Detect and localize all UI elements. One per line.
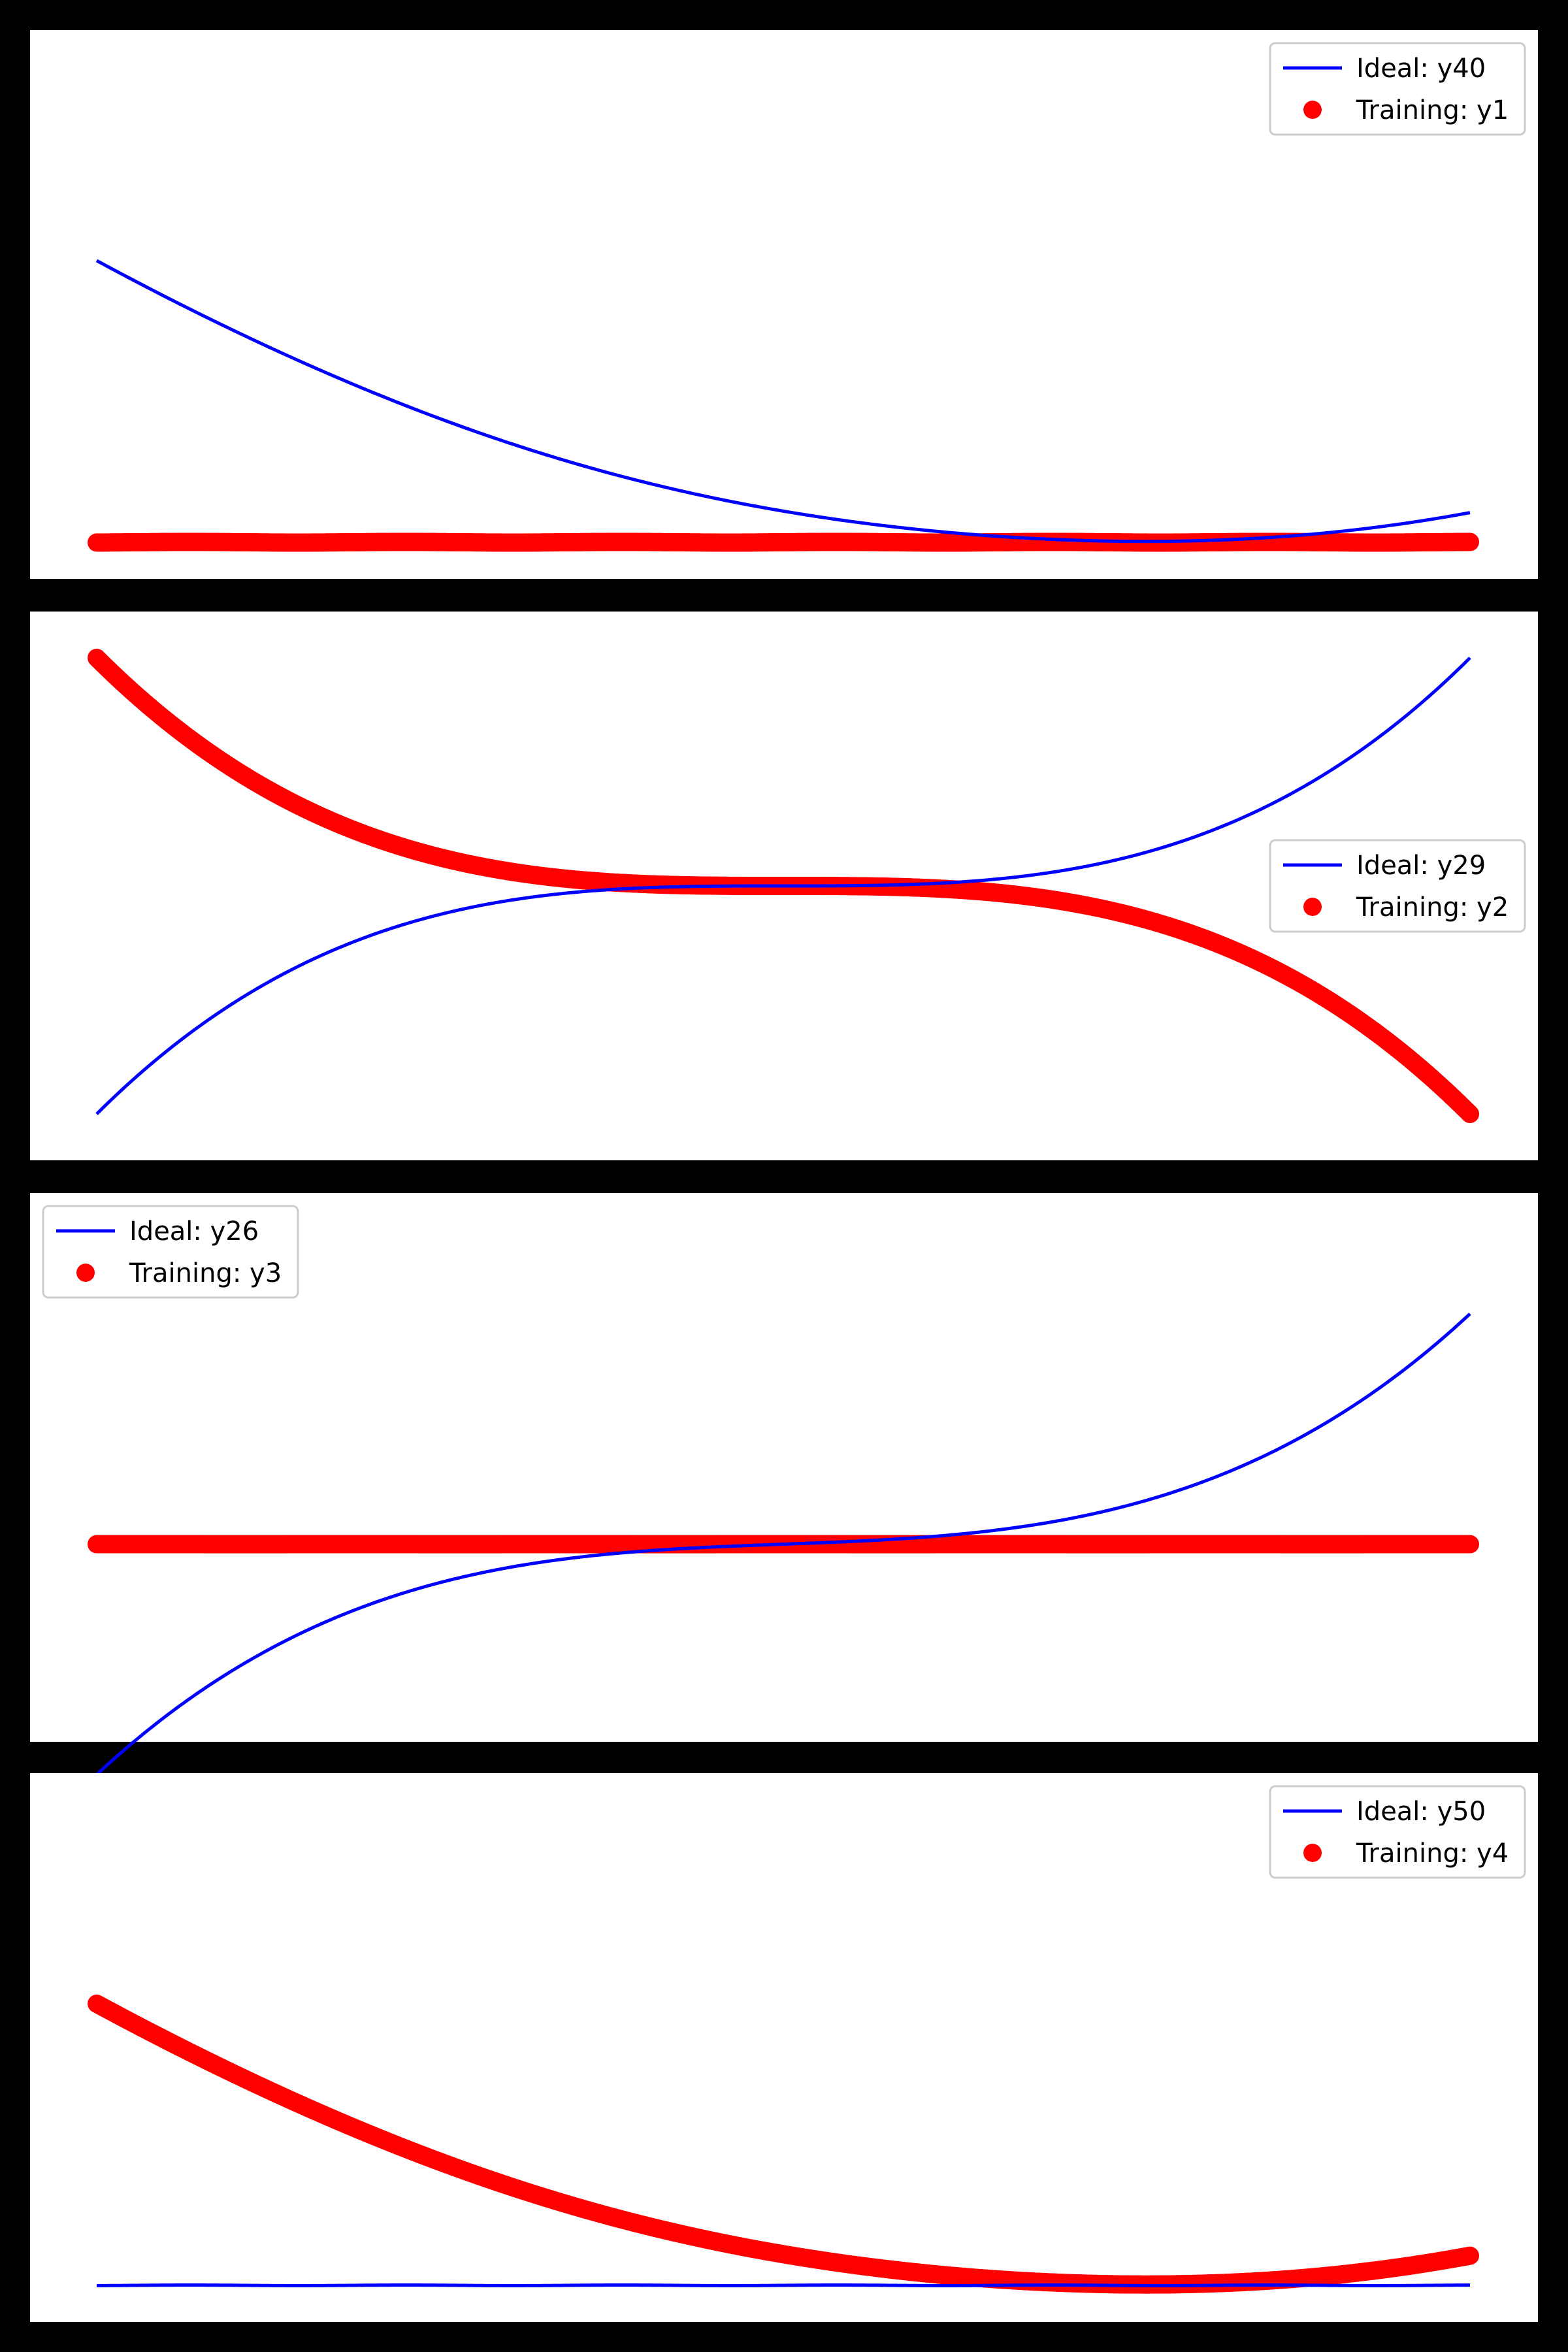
legend-label-ideal: Ideal: y29 [1356, 851, 1486, 881]
legend-frame [42, 1205, 299, 1299]
legend-label-training: Training: y4 [1356, 1838, 1509, 1869]
legend-label-ideal: Ideal: y50 [1356, 1797, 1486, 1827]
training-point [1461, 532, 1479, 551]
legend-label-training: Training: y3 [129, 1258, 282, 1288]
legend-frame [1269, 839, 1526, 933]
legend-marker-swatch [1303, 898, 1322, 916]
training-series [88, 648, 1479, 1124]
chart-panel-4: Ideal: y50 Training: y4 [30, 1773, 1538, 2322]
training-point [1461, 1535, 1479, 1554]
chart-panel-2: Ideal: y29 Training: y2 [30, 612, 1538, 1160]
training-series [88, 1535, 1479, 1554]
legend-frame [1269, 1785, 1526, 1879]
legend: Ideal: y29 Training: y2 [1269, 839, 1526, 933]
ideal-series-line [95, 1313, 1471, 1776]
legend-label-training: Training: y1 [1356, 95, 1509, 125]
legend-label-ideal: Ideal: y40 [1356, 54, 1486, 84]
legend-marker-swatch [1303, 101, 1322, 119]
chart-panel-1: Ideal: y40 Training: y1 [30, 30, 1538, 579]
legend-frame [1269, 42, 1526, 136]
legend: Ideal: y26 Training: y3 [42, 1205, 299, 1299]
ideal-series-line [95, 657, 1471, 1115]
legend-marker-swatch [76, 1264, 95, 1282]
ideal-series-line [96, 2283, 1471, 2287]
training-point [1461, 2246, 1479, 2265]
legend-marker-swatch [1303, 1844, 1322, 1862]
chart-panel-3: Ideal: y26 Training: y3 [30, 1193, 1538, 1776]
legend: Ideal: y50 Training: y4 [1269, 1785, 1526, 1879]
training-series [88, 1994, 1479, 2294]
ideal-series-line [95, 259, 1471, 544]
legend-label-training: Training: y2 [1356, 892, 1509, 923]
training-series [88, 532, 1479, 552]
legend-label-ideal: Ideal: y26 [129, 1217, 259, 1247]
legend: Ideal: y40 Training: y1 [1269, 42, 1526, 136]
training-point [1461, 1105, 1479, 1124]
